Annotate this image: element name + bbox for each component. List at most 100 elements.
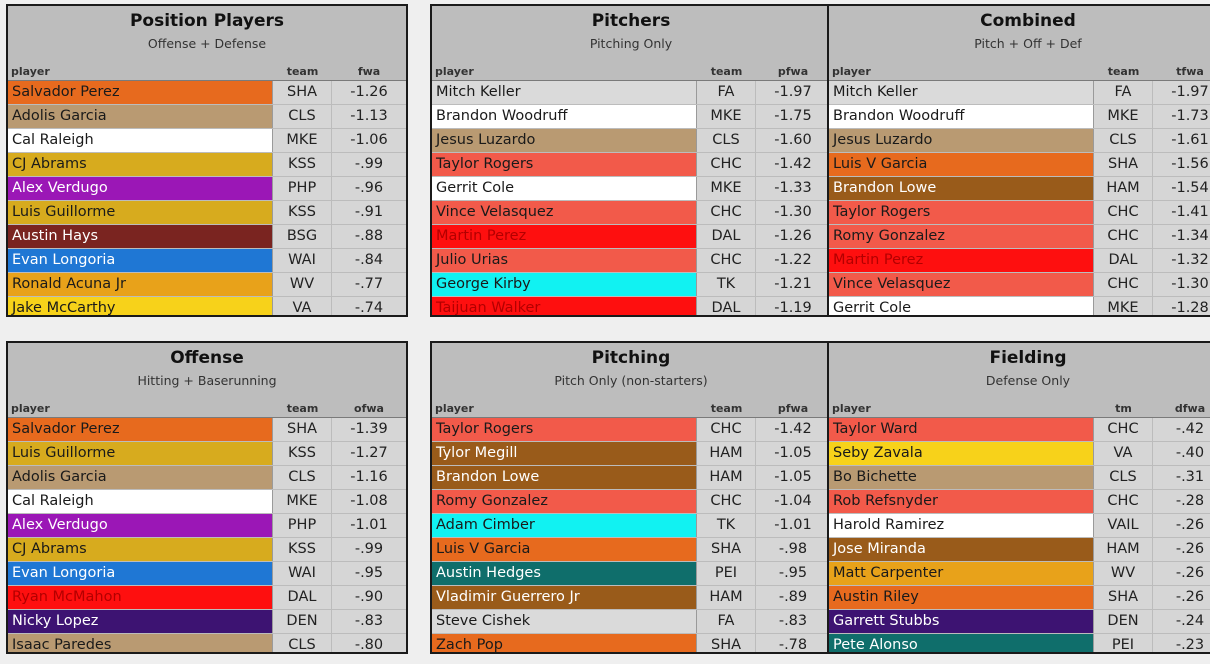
team-code: CHC — [697, 418, 756, 441]
table-row: Austin Hedges PEI -.95 — [432, 562, 830, 586]
team-code: CLS — [697, 129, 756, 152]
war-value: -.77 — [332, 273, 406, 296]
team-code: DAL — [1094, 249, 1153, 272]
war-value: -1.32 — [1153, 249, 1210, 272]
player-name: Brandon Woodruff — [432, 105, 697, 128]
panel-title: Combined — [980, 11, 1076, 31]
war-value: -1.04 — [756, 490, 830, 513]
col-header-value: dfwa — [1174, 402, 1206, 415]
player-name: Romy Gonzalez — [829, 225, 1094, 248]
war-value: -1.27 — [332, 442, 406, 465]
player-name: Ryan McMahon — [8, 586, 273, 609]
player-name: Austin Hedges — [432, 562, 697, 585]
team-code: FA — [697, 610, 756, 633]
table-row: Matt Carpenter WV -.26 — [829, 562, 1210, 586]
team-code: BSG — [273, 225, 332, 248]
war-value: -1.42 — [756, 418, 830, 441]
table-row: Martin Perez DAL -1.26 — [432, 225, 830, 249]
column-headers: player team fwa — [8, 63, 406, 81]
team-code: CHC — [1094, 273, 1153, 296]
table-row: Isaac Paredes CLS -.80 — [8, 634, 406, 652]
panel-header: Offense Hitting + Baserunning — [8, 343, 406, 400]
table-row: Gerrit Cole MKE -1.33 — [432, 177, 830, 201]
column-headers: player team tfwa — [829, 63, 1210, 81]
player-name: Vladimir Guerrero Jr — [432, 586, 697, 609]
table-row: Julio Urias CHC -1.22 — [432, 249, 830, 273]
war-value: -.88 — [332, 225, 406, 248]
war-value: -.89 — [756, 586, 830, 609]
player-name: Taylor Rogers — [432, 153, 697, 176]
war-value: -1.05 — [756, 442, 830, 465]
table-row: Brandon Lowe HAM -1.54 — [829, 177, 1210, 201]
player-name: Nicky Lopez — [8, 610, 273, 633]
col-header-player: player — [832, 402, 871, 415]
team-code: DEN — [273, 610, 332, 633]
player-name: Brandon Lowe — [432, 466, 697, 489]
panel-subtitle: Pitch + Off + Def — [974, 36, 1082, 51]
war-value: -1.21 — [756, 273, 830, 296]
col-header-team: team — [286, 65, 319, 78]
table-row: Adam Cimber TK -1.01 — [432, 514, 830, 538]
panel-subtitle: Offense + Defense — [147, 36, 267, 51]
player-name: Pete Alonso — [829, 634, 1094, 652]
panel-position-players: Position Players Offense + Defense player t… — [6, 4, 408, 317]
panel-pitchers: Pitchers Pitching Only player team pfwa Mitch… — [430, 4, 832, 317]
player-name: Steve Cishek — [432, 610, 697, 633]
player-name: Evan Longoria — [8, 562, 273, 585]
player-name: Taijuan Walker — [432, 297, 697, 315]
war-value: -1.28 — [1153, 297, 1210, 315]
war-value: -.99 — [332, 538, 406, 561]
player-name: Adolis Garcia — [8, 466, 273, 489]
war-value: -1.41 — [1153, 201, 1210, 224]
war-value: -.26 — [1153, 514, 1210, 537]
col-header-team: team — [710, 65, 743, 78]
panel-offense: Offense Hitting + Baserunning player team of… — [6, 341, 408, 654]
col-header-team: team — [286, 402, 319, 415]
table-row: Jake McCarthy VA -.74 — [8, 297, 406, 315]
table-row: Nicky Lopez DEN -.83 — [8, 610, 406, 634]
team-code: WAI — [273, 562, 332, 585]
player-name: CJ Abrams — [8, 538, 273, 561]
war-value: -1.97 — [1153, 81, 1210, 104]
team-code: KSS — [273, 538, 332, 561]
team-code: MKE — [273, 129, 332, 152]
team-code: CHC — [1094, 418, 1153, 441]
panel-header: Fielding Defense Only — [829, 343, 1210, 400]
war-value: -.26 — [1153, 562, 1210, 585]
player-name: Taylor Ward — [829, 418, 1094, 441]
team-code: PHP — [273, 514, 332, 537]
player-name: Gerrit Cole — [829, 297, 1094, 315]
player-name: Ronald Acuna Jr — [8, 273, 273, 296]
team-code: CHC — [697, 201, 756, 224]
table-row: Taylor Rogers CHC -1.42 — [432, 418, 830, 442]
col-header-player: player — [435, 65, 474, 78]
table-row: Garrett Stubbs DEN -.24 — [829, 610, 1210, 634]
war-value: -.78 — [756, 634, 830, 652]
column-headers: player team pfwa — [432, 400, 830, 418]
war-value: -1.01 — [332, 514, 406, 537]
panel-title: Fielding — [989, 348, 1067, 368]
table-row: Gerrit Cole MKE -1.28 — [829, 297, 1210, 315]
player-name: Cal Raleigh — [8, 129, 273, 152]
team-code: VAIL — [1094, 514, 1153, 537]
panel-header: Pitching Pitch Only (non-starters) — [432, 343, 830, 400]
player-name: Martin Perez — [829, 249, 1094, 272]
table-row: Bo Bichette CLS -.31 — [829, 466, 1210, 490]
player-name: Zach Pop — [432, 634, 697, 652]
team-code: FA — [697, 81, 756, 104]
player-name: Luis Guillorme — [8, 201, 273, 224]
player-name: Martin Perez — [432, 225, 697, 248]
column-headers: player team pfwa — [432, 63, 830, 81]
war-value: -.83 — [332, 610, 406, 633]
table-row: Austin Hays BSG -.88 — [8, 225, 406, 249]
table-row: Zach Pop SHA -.78 — [432, 634, 830, 652]
team-code: CLS — [273, 105, 332, 128]
table-row: Pete Alonso PEI -.23 — [829, 634, 1210, 652]
col-header-team: team — [1107, 65, 1140, 78]
table-row: Luis Guillorme KSS -1.27 — [8, 442, 406, 466]
table-row: Austin Riley SHA -.26 — [829, 586, 1210, 610]
player-name: Taylor Rogers — [432, 418, 697, 441]
player-name: Luis V Garcia — [829, 153, 1094, 176]
team-code: SHA — [697, 634, 756, 652]
player-name: Vince Velasquez — [432, 201, 697, 224]
